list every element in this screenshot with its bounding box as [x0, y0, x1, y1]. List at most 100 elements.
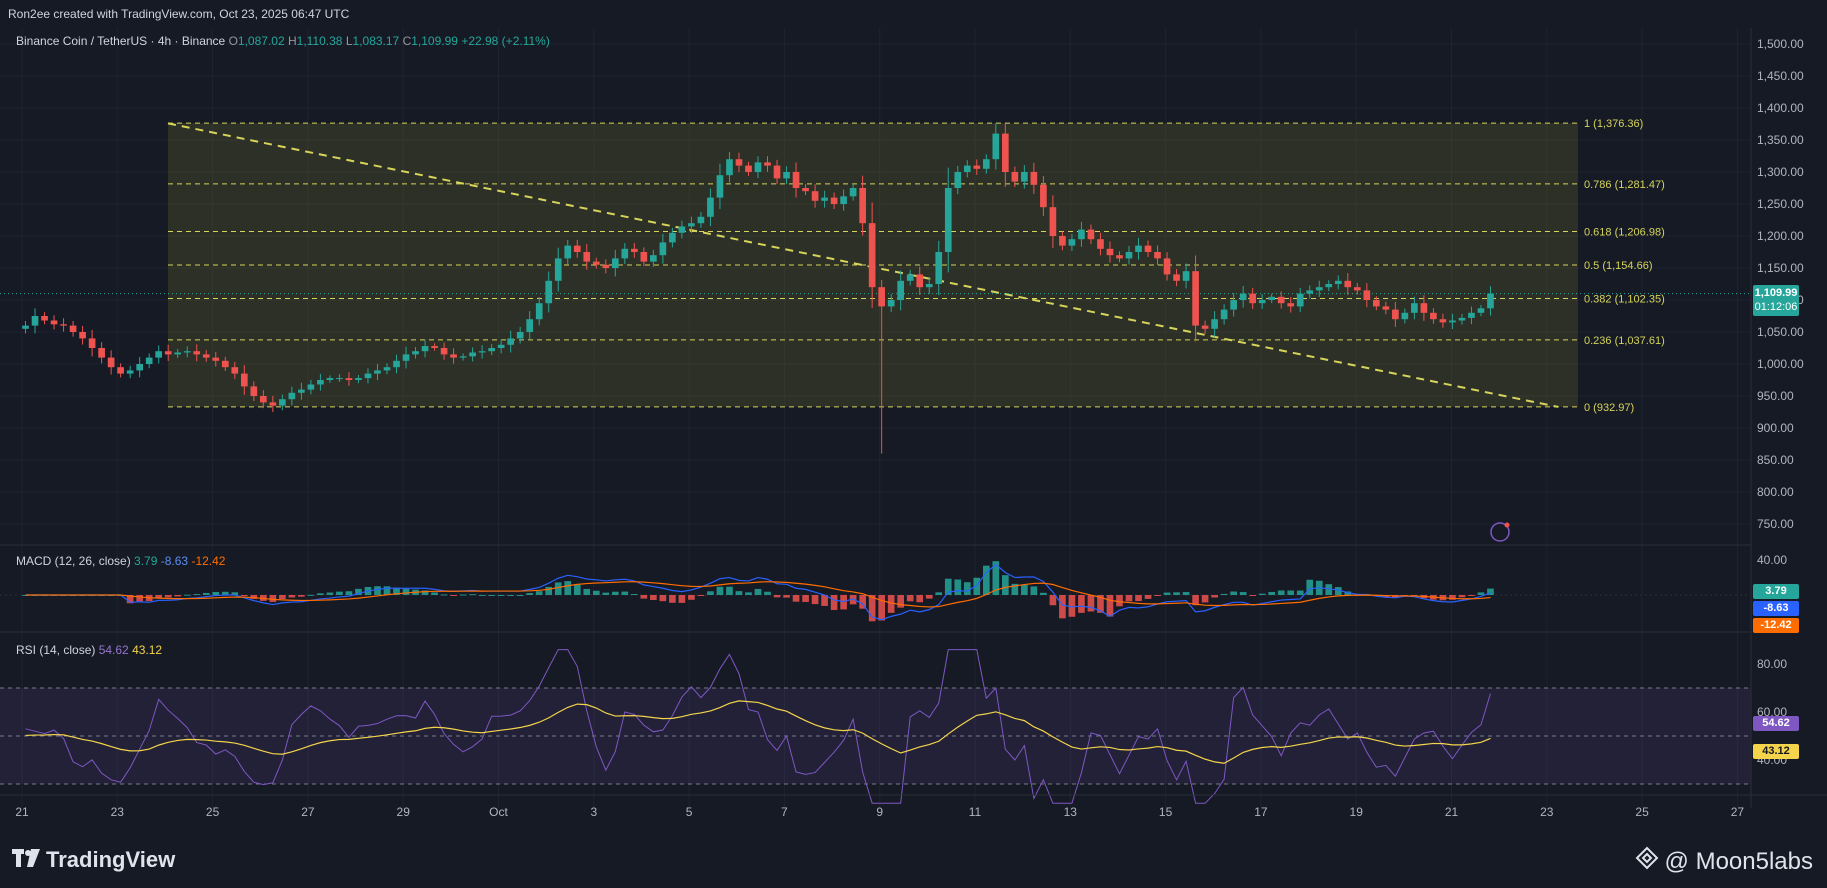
x-tick-label: 23 — [1540, 805, 1554, 819]
fib-level-label: 0.236 (1,037.61) — [1584, 335, 1665, 347]
candle-body — [240, 373, 248, 387]
macd-histogram-bar — [1011, 583, 1019, 595]
candle-body — [707, 197, 714, 217]
price-tick-label: 800.00 — [1757, 485, 1794, 499]
macd-histogram-bar — [611, 591, 619, 595]
macd-histogram-bar — [944, 578, 952, 595]
macd-histogram-bar — [136, 595, 143, 602]
fib-level-label: 0.786 (1,281.47) — [1584, 179, 1665, 191]
fib-level-label: 0.382 (1,102.35) — [1584, 293, 1665, 305]
macd-histogram-bar — [1449, 595, 1456, 600]
x-tick-label: 13 — [1064, 805, 1078, 819]
candle-body — [450, 354, 457, 358]
candle-body — [535, 303, 543, 320]
hist-badge: -12.42 — [1753, 618, 1799, 633]
macd-histogram-bar — [1135, 595, 1142, 602]
candle-body — [602, 264, 610, 268]
candle-body — [982, 159, 990, 169]
footer — [0, 828, 1827, 888]
x-tick-label: 23 — [111, 805, 125, 819]
candle-body — [897, 280, 905, 300]
macd-histogram-bar — [288, 595, 296, 598]
candle-body — [1078, 229, 1085, 240]
macd-histogram-bar — [1192, 595, 1199, 606]
candle-body — [459, 356, 467, 358]
macd-histogram-bar — [1078, 595, 1085, 613]
macd-histogram-bar — [193, 594, 201, 596]
x-tick-label: 21 — [1445, 805, 1459, 819]
macd-histogram-bar — [1249, 595, 1256, 596]
macd-histogram-bar — [830, 595, 838, 611]
macd-histogram-bar — [431, 592, 438, 595]
candle-body — [1021, 172, 1028, 182]
macd-histogram-bar — [1230, 591, 1237, 595]
candle-body — [944, 188, 952, 252]
macd-histogram-bar — [1239, 592, 1247, 595]
macd-histogram-bar — [488, 594, 495, 596]
candle-body — [1411, 303, 1418, 313]
macd-histogram-bar — [1306, 579, 1314, 595]
tradingview-logo[interactable]: TradingView — [12, 847, 175, 873]
macd-histogram-bar — [678, 595, 686, 603]
candle-body — [1211, 319, 1218, 329]
candle-body — [221, 360, 229, 368]
fibonacci-retracement[interactable]: 1 (1,376.36) 0.786 (1,281.47) 0.618 (1,206… — [168, 118, 1665, 414]
candle-body — [336, 378, 343, 380]
candle-body — [783, 172, 790, 179]
candle-body — [126, 370, 134, 374]
candle-body — [1220, 309, 1228, 320]
rsi-axis-label: 80.00 — [1757, 657, 1787, 671]
candle-body — [1315, 287, 1323, 291]
candle-body — [412, 351, 419, 355]
macd-histogram-bar — [183, 594, 191, 596]
candle-body — [117, 367, 124, 374]
candle-body — [507, 338, 514, 345]
macd-histogram-bar — [307, 594, 315, 596]
alert-icon — [1490, 522, 1510, 542]
macd-histogram-bar — [773, 595, 781, 598]
macd-histogram-bar — [650, 595, 657, 600]
candle-body — [1182, 271, 1190, 281]
candle-body — [440, 348, 448, 355]
candle-body — [1239, 293, 1247, 300]
watermark-text: @ Moon5labs — [1664, 847, 1813, 875]
x-tick-label: 27 — [301, 805, 315, 819]
signal-line — [25, 581, 1491, 608]
candle-body — [849, 188, 857, 197]
candle-body — [1449, 320, 1456, 323]
candle-body — [1258, 300, 1266, 304]
time-axis[interactable]: 21 23 25 27 29 Oct 3 5 7 9 11 13 15 17 19 21 23 25 27 — [15, 805, 1744, 819]
candle-body — [916, 274, 924, 288]
candle-body — [868, 223, 876, 288]
close-value: 1,109.99 — [411, 34, 458, 48]
open-value: 1,087.02 — [237, 34, 285, 48]
trendline[interactable] — [0, 122, 1751, 542]
macd-histogram-bar — [745, 592, 752, 595]
macd-histogram-bar — [1097, 595, 1104, 613]
high-value: 1,110.38 — [296, 34, 343, 48]
macd-histogram-bar — [355, 588, 362, 595]
candle-body — [1097, 239, 1104, 249]
macd-histogram-bar — [697, 595, 705, 596]
candle-body — [1439, 319, 1447, 323]
candle-body — [88, 338, 96, 348]
macd-histogram-bar — [221, 591, 229, 595]
macd-histogram-bar — [336, 591, 343, 595]
macd-histogram-bar — [868, 595, 876, 622]
candle-body — [164, 351, 172, 355]
macd-line — [25, 563, 1491, 621]
candle-body — [1468, 312, 1475, 318]
candle-body — [821, 197, 828, 201]
macd-histogram-bar — [1021, 584, 1028, 595]
macd-histogram-bar — [345, 591, 353, 595]
macd-histogram-bar — [497, 594, 505, 596]
binance-diamond-icon — [1635, 846, 1659, 877]
x-tick-label: 19 — [1350, 805, 1364, 819]
macd-histogram-bar — [478, 594, 486, 596]
low-label: L — [345, 34, 353, 48]
macd-histogram-bar — [317, 593, 324, 595]
candle-body — [50, 320, 58, 325]
candle-body — [621, 248, 629, 259]
chart-area[interactable]: 1 (1,376.36) 0.786 (1,281.47) 0.618 (1,206… — [0, 28, 1827, 828]
candle-body — [298, 389, 305, 393]
